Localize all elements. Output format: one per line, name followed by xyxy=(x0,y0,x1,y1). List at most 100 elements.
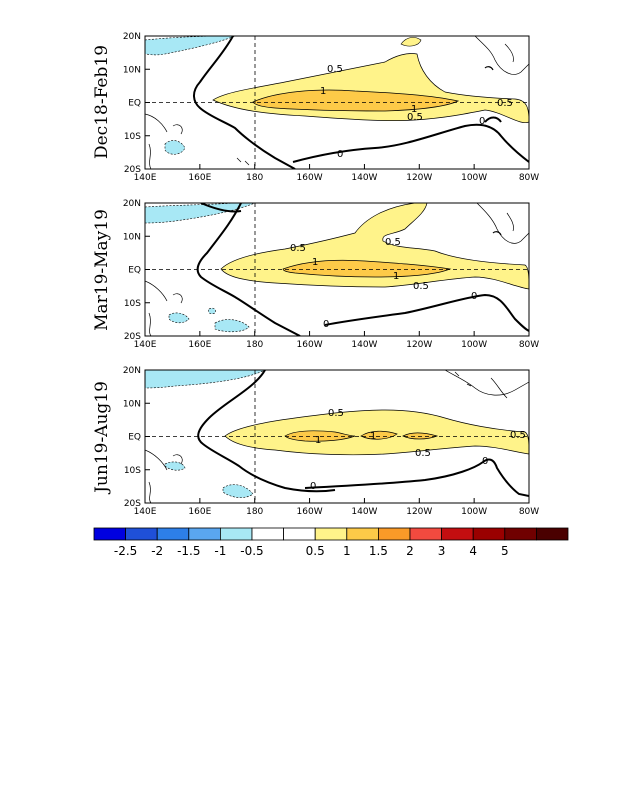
panel-title: Mar19-May19 xyxy=(92,209,112,331)
lat-tick-label: 10N xyxy=(123,232,141,242)
contour-label: 1 xyxy=(315,435,321,446)
contour-label: 0.5 xyxy=(415,448,431,459)
colorbar-swatch xyxy=(441,527,474,541)
colorbar-label: 5 xyxy=(501,544,509,558)
colorbar-swatch xyxy=(125,527,158,541)
contour-label: 0.5 xyxy=(327,64,343,75)
lon-tick-label: 80W xyxy=(519,507,539,517)
contour-label: 0 xyxy=(482,456,488,467)
lon-tick-label: 140E xyxy=(134,173,157,183)
lon-tick-label: 100W xyxy=(461,173,487,183)
lat-tick-label: EQ xyxy=(128,433,141,443)
lon-tick-label: 120W xyxy=(406,173,432,183)
colorbar-swatch xyxy=(283,527,316,541)
contour-label: 0 xyxy=(337,149,343,160)
colorbar-swatch xyxy=(472,527,506,541)
colorbar-label: -2 xyxy=(151,544,163,558)
lon-tick-label: 160E xyxy=(188,173,211,183)
contour-label: 0.5 xyxy=(385,237,401,248)
colorbar-label: -1 xyxy=(214,544,226,558)
contour-label: 1 xyxy=(370,431,376,442)
colorbar-swatch xyxy=(220,527,253,541)
contour-label: 0 xyxy=(323,319,329,330)
lon-tick-label: 160E xyxy=(188,507,211,517)
contour-label: 0.5 xyxy=(328,408,344,419)
lat-tick-label: 20S xyxy=(124,332,141,342)
lon-tick-label: 180 xyxy=(246,173,263,183)
lon-tick-label: 100W xyxy=(461,507,487,517)
lon-tick-label: 100W xyxy=(461,340,487,350)
contour-label: 0.5 xyxy=(290,243,306,254)
contour-label: 1 xyxy=(393,271,399,282)
colorbar-label: -2.5 xyxy=(114,544,137,558)
colorbar: -2.5 -2 -1.5 -1 -0.5 0.5 1 1.5 2 3 4 5 xyxy=(93,527,569,558)
colorbar-label: 4 xyxy=(469,544,477,558)
lat-tick-label: EQ xyxy=(128,266,141,276)
contour-label: 1 xyxy=(320,86,326,97)
lon-tick-label: 160W xyxy=(297,340,323,350)
lon-tick-label: 120W xyxy=(406,507,432,517)
lon-tick-label: 140E xyxy=(134,340,157,350)
contour-label: 1 xyxy=(312,257,318,268)
lon-tick-label: 140W xyxy=(351,340,377,350)
lat-tick-label: 20N xyxy=(123,199,141,209)
colorbar-swatch xyxy=(409,527,443,541)
contour-label: 0.5 xyxy=(407,112,423,123)
contour-label: 0.5 xyxy=(497,98,513,109)
colorbar-swatch xyxy=(314,527,348,541)
colorbar-label: 3 xyxy=(438,544,446,558)
panel-title: Dec18-Feb19 xyxy=(92,45,112,159)
anomaly-core xyxy=(282,259,452,278)
lat-tick-label: 10S xyxy=(124,132,141,142)
lat-tick-label: 20S xyxy=(124,165,141,175)
colorbar-swatch xyxy=(156,527,190,541)
colorbar-swatch xyxy=(535,527,569,541)
lat-tick-label: 20N xyxy=(123,32,141,42)
lon-tick-label: 80W xyxy=(519,340,539,350)
colorbar-label: -1.5 xyxy=(177,544,200,558)
lon-tick-label: 140E xyxy=(134,507,157,517)
colorbar-label: 0.5 xyxy=(306,544,325,558)
colorbar-swatch xyxy=(251,527,285,541)
lat-tick-label: 10S xyxy=(124,466,141,476)
contour-label: 0 xyxy=(471,291,477,302)
lon-tick-label: 160E xyxy=(188,340,211,350)
colorbar-label: 1 xyxy=(343,544,351,558)
contour-label: 0 xyxy=(479,116,485,127)
lat-tick-label: EQ xyxy=(128,99,141,109)
lon-tick-label: 120W xyxy=(406,340,432,350)
lat-tick-label: 20N xyxy=(123,366,141,376)
lon-tick-label: 180 xyxy=(246,340,263,350)
colorbar-swatch xyxy=(188,527,221,541)
panel-title: Jun19-Aug19 xyxy=(92,381,112,495)
colorbar-swatch xyxy=(93,527,127,541)
colorbar-label: 2 xyxy=(406,544,414,558)
anomaly-core xyxy=(252,89,460,112)
lon-tick-label: 160W xyxy=(297,507,323,517)
colorbar-swatch xyxy=(377,527,411,541)
lon-tick-label: 140W xyxy=(351,173,377,183)
lat-tick-label: 20S xyxy=(124,499,141,509)
lon-tick-label: 180 xyxy=(246,507,263,517)
contour-label: 0.5 xyxy=(413,281,429,292)
lon-tick-label: 80W xyxy=(519,173,539,183)
negative-anomaly-region xyxy=(145,36,236,56)
lat-tick-label: 10N xyxy=(123,65,141,75)
lat-tick-label: 10N xyxy=(123,399,141,409)
lat-tick-label: 10S xyxy=(124,299,141,309)
contour-label: 0.5 xyxy=(510,430,526,441)
colorbar-swatch xyxy=(504,527,537,541)
lon-tick-label: 140W xyxy=(351,507,377,517)
colorbar-swatch xyxy=(346,527,379,541)
contour-label: 1 xyxy=(411,104,417,115)
colorbar-label: 1.5 xyxy=(369,544,388,558)
lon-tick-label: 160W xyxy=(297,173,323,183)
anomaly-core xyxy=(284,430,356,442)
